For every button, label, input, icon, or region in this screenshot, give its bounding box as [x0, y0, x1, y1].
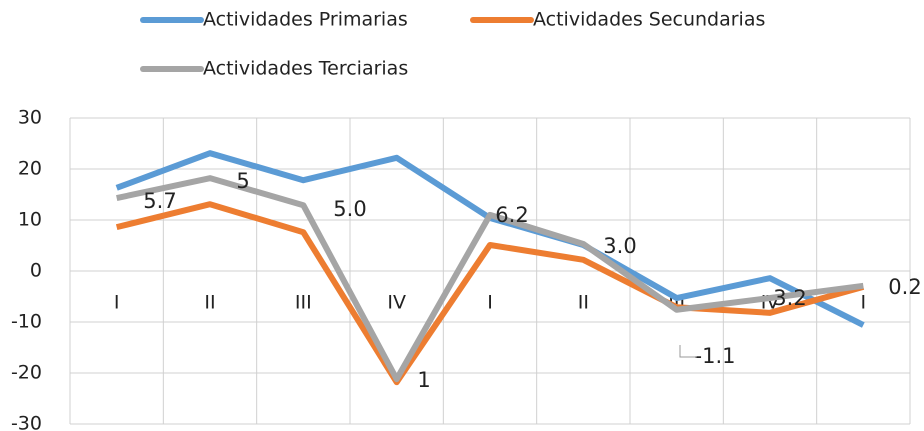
legend-label: Actividades Primarias — [203, 9, 408, 31]
x-tick-label: IV — [387, 292, 406, 314]
x-tick-label: I — [861, 292, 867, 314]
annotation: 3.0 — [603, 234, 636, 258]
y-tick-label: 20 — [18, 158, 42, 180]
legend-label: Actividades Secundarias — [533, 9, 765, 31]
series-line — [115, 201, 865, 386]
annotation: 5.7 — [143, 189, 176, 213]
annotation: 5 — [236, 169, 249, 193]
y-tick-label: 0 — [30, 260, 42, 282]
y-tick-label: -30 — [11, 413, 42, 431]
legend-label: Actividades Terciarias — [203, 58, 408, 80]
annotation: 6.2 — [495, 203, 528, 227]
x-tick-label: I — [487, 292, 493, 314]
x-tick-label: II — [578, 292, 589, 314]
x-tick-label: III — [295, 292, 312, 314]
annotation: 1 — [417, 368, 430, 392]
y-tick-label: 30 — [18, 107, 42, 129]
series-line — [116, 175, 864, 383]
y-tick-label: -20 — [11, 362, 42, 384]
x-tick-label: I — [114, 292, 120, 314]
annotation: 5.0 — [333, 197, 366, 221]
annotation: -1.1 — [695, 344, 736, 368]
leader-line — [679, 345, 697, 358]
annotation: 3.2 — [773, 286, 806, 310]
x-tick-label: II — [204, 292, 215, 314]
annotation: 0.2 — [888, 275, 921, 299]
y-tick-label: -10 — [11, 311, 42, 333]
y-tick-label: 10 — [18, 209, 42, 231]
